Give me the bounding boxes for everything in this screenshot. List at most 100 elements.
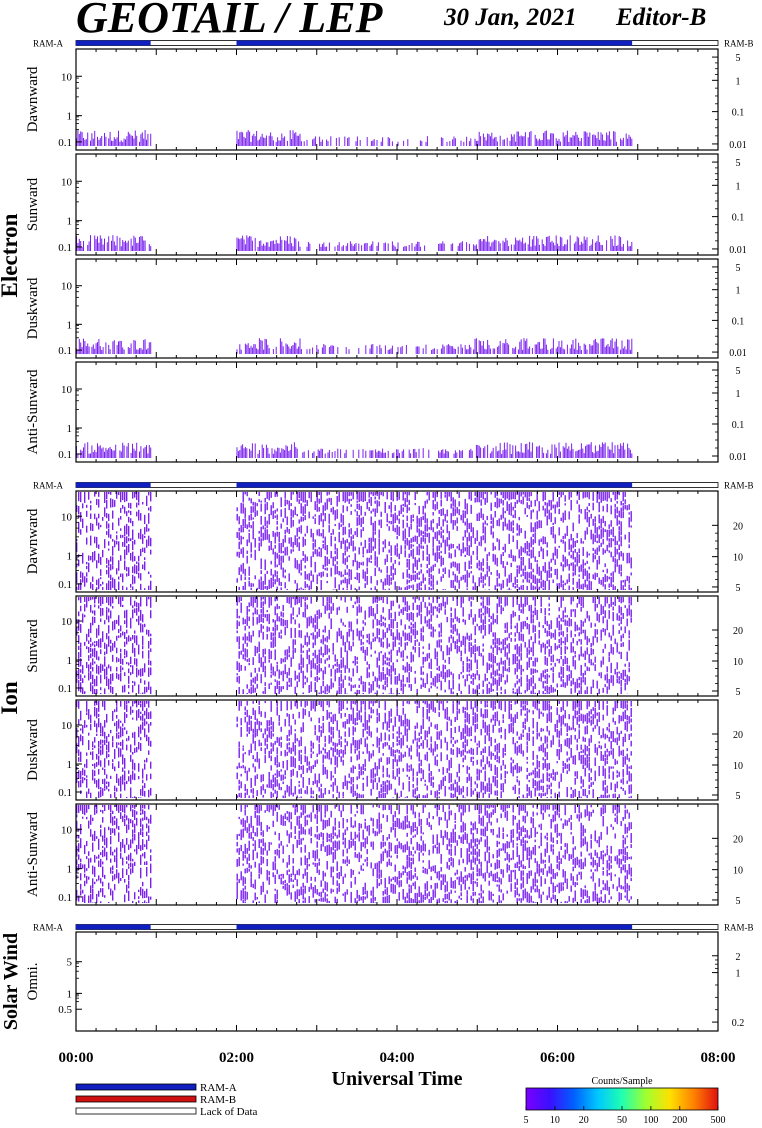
- data-mark: [276, 597, 278, 601]
- data-mark: [616, 671, 618, 679]
- data-mark: [536, 670, 538, 673]
- data-mark: [546, 640, 548, 645]
- data-mark: [150, 574, 152, 578]
- data-mark: [299, 133, 301, 146]
- data-mark: [390, 513, 392, 518]
- data-mark: [585, 446, 587, 458]
- data-mark: [550, 512, 552, 523]
- data-mark: [238, 675, 240, 684]
- data-mark: [130, 597, 132, 606]
- data-mark: [474, 638, 476, 643]
- data-mark: [529, 235, 531, 251]
- data-mark: [392, 572, 394, 580]
- data-mark: [248, 625, 250, 629]
- data-mark: [345, 449, 347, 458]
- data-mark: [440, 450, 442, 458]
- data-mark: [418, 571, 420, 575]
- data-mark: [314, 539, 316, 548]
- data-mark: [276, 736, 278, 743]
- data-mark: [488, 134, 490, 146]
- data-mark: [260, 601, 262, 609]
- data-mark: [108, 635, 110, 647]
- data-mark: [248, 662, 250, 666]
- data-mark: [346, 578, 348, 589]
- data-mark: [328, 597, 330, 604]
- data-mark: [534, 692, 536, 694]
- data-mark: [104, 788, 106, 791]
- data-mark: [78, 621, 80, 631]
- data-mark: [494, 546, 496, 550]
- data-mark: [548, 608, 550, 611]
- data-mark: [560, 597, 562, 608]
- data-mark: [99, 445, 101, 458]
- data-mark: [446, 537, 448, 547]
- data-mark: [144, 783, 146, 789]
- data-mark: [118, 742, 120, 745]
- data-mark: [600, 492, 602, 503]
- data-mark: [470, 566, 472, 569]
- data-mark: [310, 528, 312, 538]
- data-mark: [126, 446, 128, 458]
- data-mark: [532, 509, 534, 513]
- data-mark: [410, 666, 412, 673]
- data-mark: [557, 140, 559, 146]
- data-mark: [570, 642, 572, 653]
- data-mark: [362, 527, 364, 532]
- data-mark: [88, 664, 90, 672]
- data-mark: [611, 338, 613, 354]
- data-mark: [314, 624, 316, 632]
- data-mark: [90, 500, 92, 504]
- data-mark: [150, 537, 152, 547]
- data-mark: [110, 610, 112, 619]
- data-mark: [506, 652, 508, 660]
- data-mark: [334, 543, 336, 550]
- data-mark: [424, 584, 426, 590]
- data-mark: [564, 582, 566, 586]
- data-mark: [136, 349, 138, 354]
- data-mark: [108, 625, 110, 634]
- data-mark: [341, 246, 343, 251]
- data-mark: [304, 608, 306, 618]
- data-mark: [514, 501, 516, 509]
- data-mark: [522, 603, 524, 614]
- data-mark: [432, 518, 434, 524]
- data-mark: [404, 544, 406, 550]
- data-mark: [144, 701, 146, 708]
- data-mark: [514, 625, 516, 629]
- data-mark: [132, 797, 134, 798]
- data-mark: [612, 538, 614, 542]
- data-mark: [432, 500, 434, 510]
- data-mark: [150, 667, 152, 676]
- data-mark: [629, 246, 631, 251]
- data-mark: [136, 710, 138, 721]
- data-mark: [516, 584, 518, 588]
- data-mark: [538, 690, 540, 694]
- data-mark: [124, 610, 126, 619]
- data-mark: [252, 583, 254, 587]
- data-mark: [532, 547, 534, 550]
- data-mark: [534, 575, 536, 584]
- data-mark: [562, 348, 564, 354]
- data-mark: [458, 492, 460, 498]
- data-mark: [384, 622, 386, 628]
- data-mark: [488, 652, 490, 661]
- data-mark: [560, 631, 562, 636]
- data-mark: [76, 772, 78, 783]
- data-mark: [360, 517, 362, 528]
- data-mark: [100, 577, 102, 580]
- data-mark: [272, 774, 274, 783]
- data-mark: [320, 513, 322, 522]
- data-mark: [544, 536, 546, 545]
- data-mark: [416, 535, 418, 544]
- data-mark: [383, 243, 385, 251]
- data-mark: [330, 678, 332, 690]
- data-mark: [146, 686, 148, 693]
- data-mark: [616, 559, 618, 567]
- data-mark: [264, 656, 266, 664]
- data-mark: [604, 674, 606, 681]
- data-mark: [444, 567, 446, 575]
- data-mark: [378, 597, 380, 601]
- data-mark: [426, 606, 428, 617]
- data-mark: [146, 445, 147, 458]
- data-mark: [586, 444, 588, 458]
